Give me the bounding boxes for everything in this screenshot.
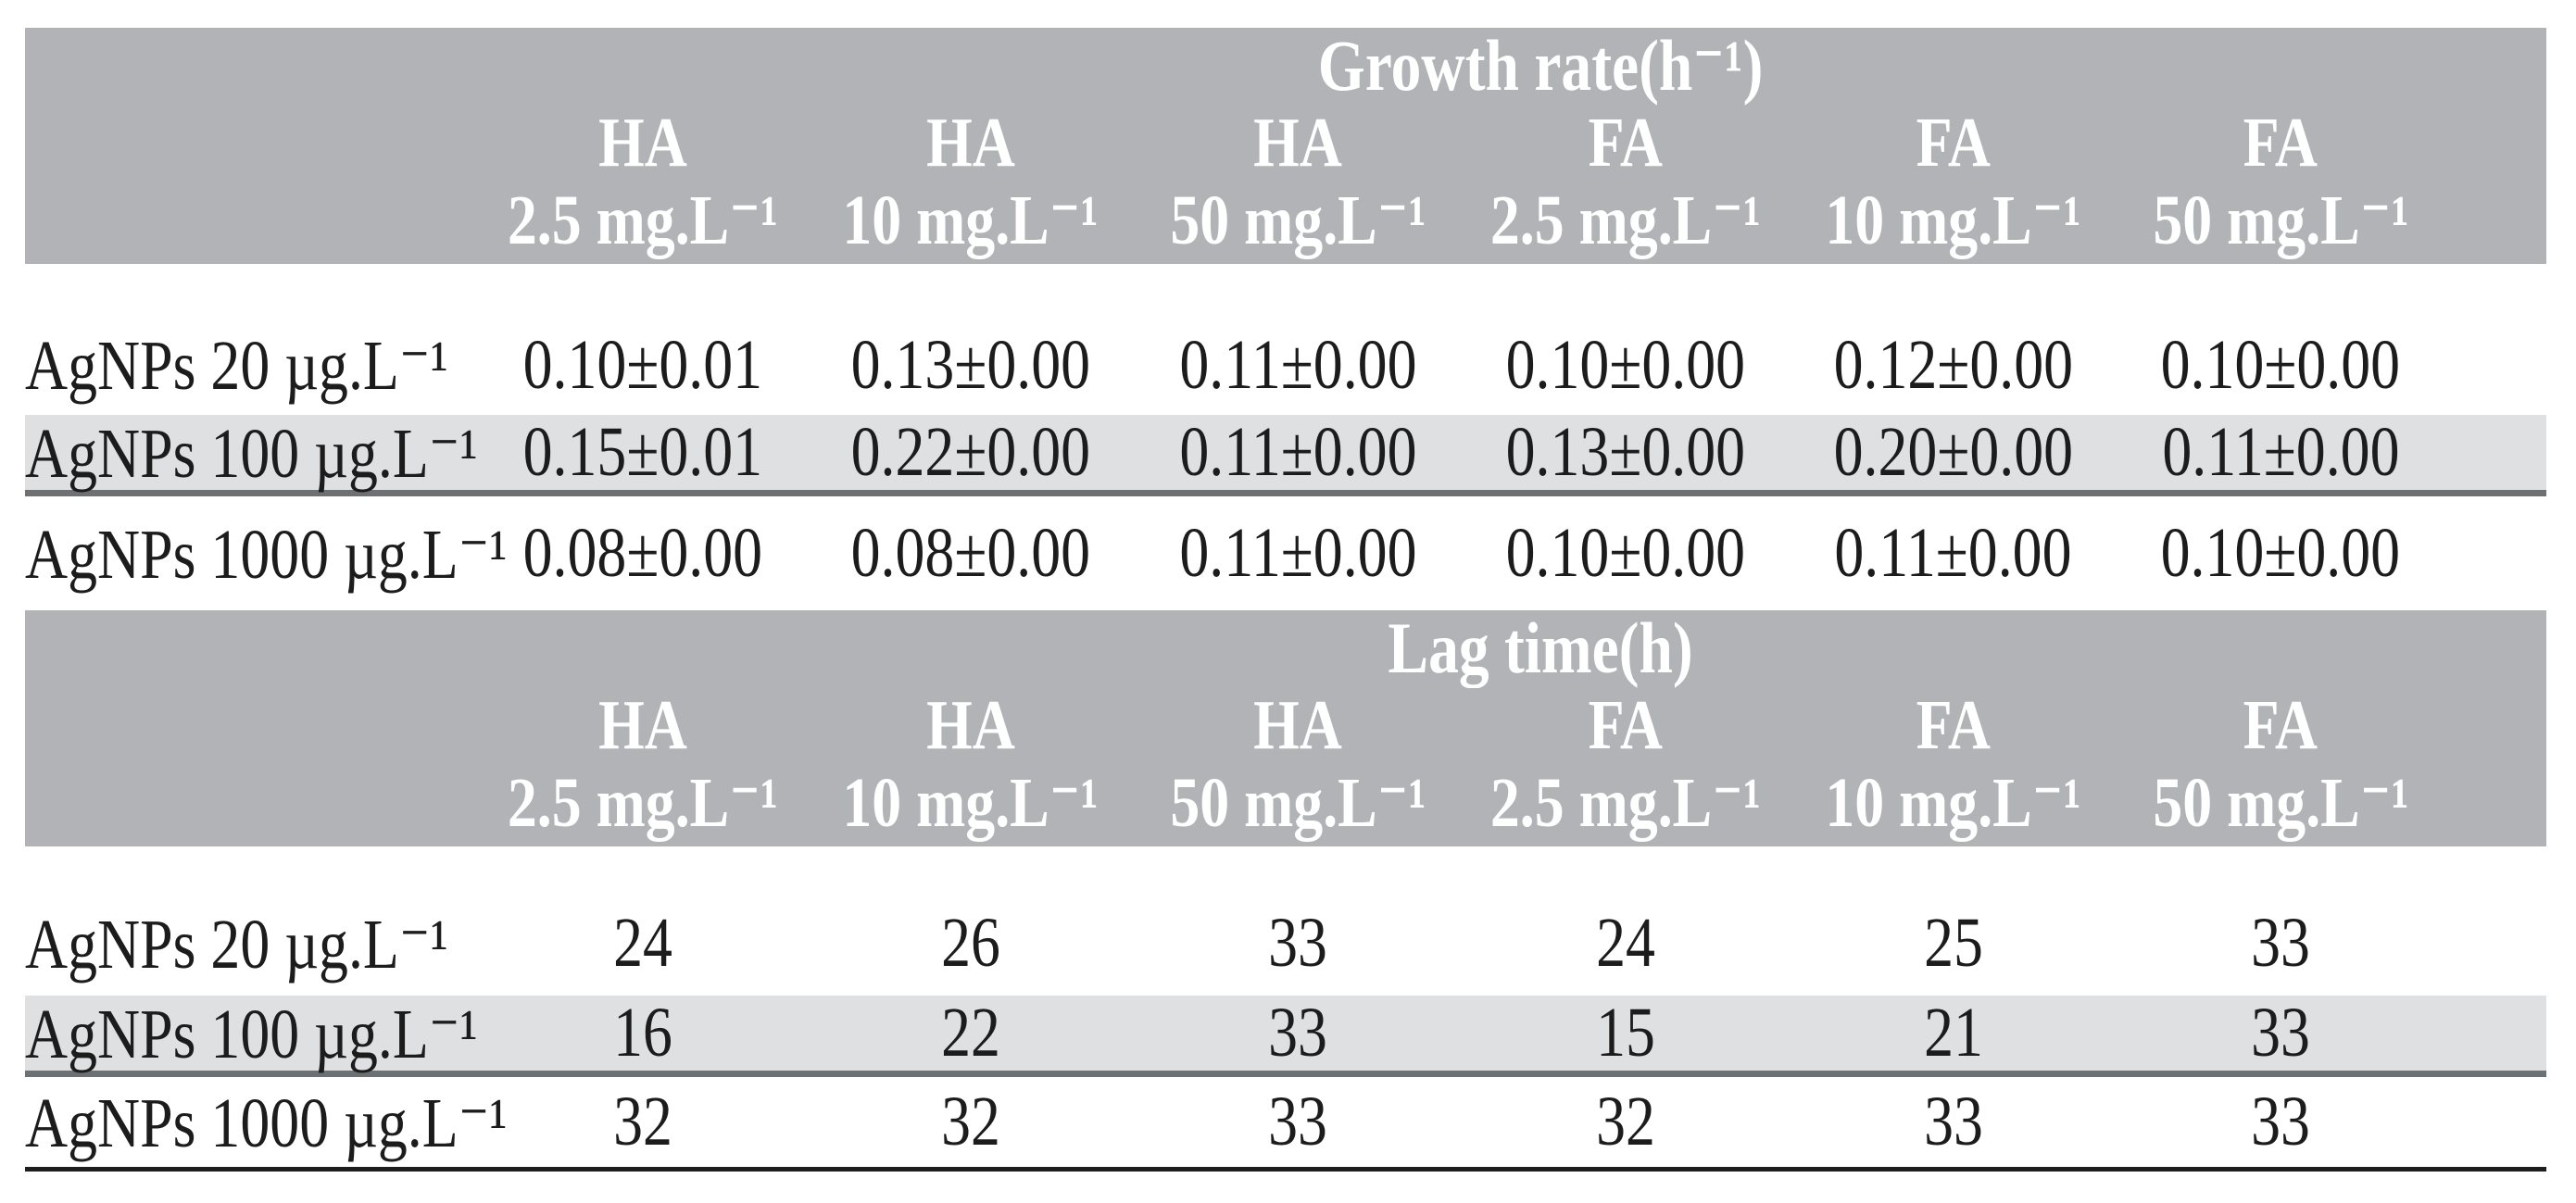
value-cell: 0.11±0.00 [1179,514,1417,592]
value-cell: 33 [1268,904,1328,982]
row-label-column-spacer [25,686,479,842]
table-row: AgNPs 1000 µg.L⁻¹ 32 32 33 32 33 33 [25,1077,2546,1167]
column-header-row: HA 2.5 mg.L⁻¹ HA 10 mg.L⁻¹ HA 50 mg.L⁻¹ … [25,104,2546,259]
column-unit: 2.5 mg.L⁻¹ [1489,764,1761,842]
value-cell: 33 [2251,994,2311,1071]
value-cell: 0.15±0.01 [522,413,763,491]
value-cell: 0.08±0.00 [850,514,1090,592]
section-title-growth-rate: Growth rate(h⁻¹) [534,28,2546,104]
value-cell: 0.22±0.00 [850,413,1090,491]
value-cell: 0.11±0.00 [2162,413,2400,491]
column-unit: 10 mg.L⁻¹ [1825,764,2081,842]
value-cell: 32 [940,1083,1000,1160]
column-unit: 50 mg.L⁻¹ [2153,764,2409,842]
value-cell: 33 [1268,994,1328,1071]
column-header-ha-10: HA 10 mg.L⁻¹ [807,104,1135,259]
column-header-ha-50: HA 50 mg.L⁻¹ [1134,104,1462,259]
value-cell: 24 [1595,904,1655,982]
table-row: AgNPs 1000 µg.L⁻¹ 0.08±0.00 0.08±0.00 0.… [25,496,2546,610]
column-header-ha-2-5: HA 2.5 mg.L⁻¹ [479,104,807,259]
column-group: FA [1588,104,1664,182]
column-header-row: HA 2.5 mg.L⁻¹ HA 10 mg.L⁻¹ HA 50 mg.L⁻¹ … [25,686,2546,842]
value-cell: 0.08±0.00 [522,514,763,592]
column-unit: 10 mg.L⁻¹ [842,182,1099,259]
column-header-fa-50: FA 50 mg.L⁻¹ [2117,104,2444,259]
table-row-shaded: AgNPs 100 µg.L⁻¹ 16 22 33 15 21 33 [25,994,2546,1077]
value-cell: 0.13±0.00 [850,325,1090,404]
value-cell: 0.11±0.00 [1179,413,1417,491]
column-header-ha-2-5: HA 2.5 mg.L⁻¹ [479,686,807,842]
column-header-fa-2-5: FA 2.5 mg.L⁻¹ [1462,104,1790,259]
column-unit: 50 mg.L⁻¹ [1170,182,1426,259]
value-cell: 33 [2251,1083,2311,1160]
column-group: HA [925,686,1015,764]
column-unit: 10 mg.L⁻¹ [842,764,1099,842]
row-label: AgNPs 100 µg.L⁻¹ [25,995,478,1073]
column-unit: 2.5 mg.L⁻¹ [507,182,778,259]
section-title-lag-time: Lag time(h) [534,610,2546,686]
column-header-fa-10: FA 10 mg.L⁻¹ [1790,104,2117,259]
column-group: HA [1253,686,1343,764]
value-cell: 26 [940,904,1000,982]
value-cell: 21 [1923,994,1983,1071]
value-cell: 33 [1923,1083,1983,1160]
section-title-text: Lag time(h) [1388,608,1693,688]
value-cell: 33 [1268,1083,1328,1160]
value-cell: 15 [1595,994,1655,1071]
value-cell: 32 [1595,1083,1655,1160]
value-cell: 0.10±0.00 [1505,514,1746,592]
column-group: FA [1588,686,1664,764]
value-cell: 0.13±0.00 [1505,413,1746,491]
row-label: AgNPs 100 µg.L⁻¹ [25,414,478,493]
value-cell: 24 [612,904,672,982]
row-label: AgNPs 1000 µg.L⁻¹ [25,515,508,594]
column-group: HA [1253,104,1343,182]
table-bottom-rule [25,1167,2546,1172]
row-label: AgNPs 20 µg.L⁻¹ [25,327,448,405]
row-label: AgNPs 20 µg.L⁻¹ [25,905,448,984]
column-unit: 2.5 mg.L⁻¹ [507,764,778,842]
growth-rate-header-band: Growth rate(h⁻¹) HA 2.5 mg.L⁻¹ HA 10 mg.… [25,28,2546,264]
value-cell: 33 [2251,904,2311,982]
lag-time-header-band: Lag time(h) HA 2.5 mg.L⁻¹ HA 10 mg.L⁻¹ H… [25,610,2546,846]
column-group: HA [597,104,687,182]
column-group: HA [925,104,1015,182]
column-header-ha-10: HA 10 mg.L⁻¹ [807,686,1135,842]
column-header-fa-10: FA 10 mg.L⁻¹ [1790,686,2117,842]
value-cell: 0.11±0.00 [1834,514,2072,592]
table-row-shaded: AgNPs 100 µg.L⁻¹ 0.15±0.01 0.22±0.00 0.1… [25,413,2546,496]
value-cell: 0.10±0.00 [2160,514,2401,592]
row-label: AgNPs 1000 µg.L⁻¹ [25,1084,508,1162]
column-group: FA [2243,104,2318,182]
column-group: HA [597,686,687,764]
column-group: FA [1916,104,1991,182]
value-cell: 0.10±0.00 [2160,325,2401,404]
column-header-ha-50: HA 50 mg.L⁻¹ [1134,686,1462,842]
value-cell: 0.10±0.01 [522,325,763,404]
value-cell: 32 [612,1083,672,1160]
column-unit: 2.5 mg.L⁻¹ [1489,182,1761,259]
value-cell: 0.20±0.00 [1833,413,2073,491]
column-group: FA [2243,686,2318,764]
value-cell: 0.11±0.00 [1179,325,1417,404]
value-cell: 0.10±0.00 [1505,325,1746,404]
column-unit: 50 mg.L⁻¹ [2153,182,2409,259]
section-title-text: Growth rate(h⁻¹) [1317,25,1764,106]
column-group: FA [1916,686,1991,764]
table-row: AgNPs 20 µg.L⁻¹ 24 26 33 24 25 33 [25,891,2546,996]
value-cell: 0.12±0.00 [1833,325,2073,404]
table-row: AgNPs 20 µg.L⁻¹ 0.10±0.01 0.13±0.00 0.11… [25,315,2546,415]
row-label-column-spacer [25,104,479,259]
data-table: Growth rate(h⁻¹) HA 2.5 mg.L⁻¹ HA 10 mg.… [25,28,2546,1172]
column-unit: 50 mg.L⁻¹ [1170,764,1426,842]
value-cell: 22 [940,994,1000,1071]
column-header-fa-2-5: FA 2.5 mg.L⁻¹ [1462,686,1790,842]
value-cell: 25 [1923,904,1983,982]
column-header-fa-50: FA 50 mg.L⁻¹ [2117,686,2444,842]
column-unit: 10 mg.L⁻¹ [1825,182,2081,259]
value-cell: 16 [612,994,672,1071]
